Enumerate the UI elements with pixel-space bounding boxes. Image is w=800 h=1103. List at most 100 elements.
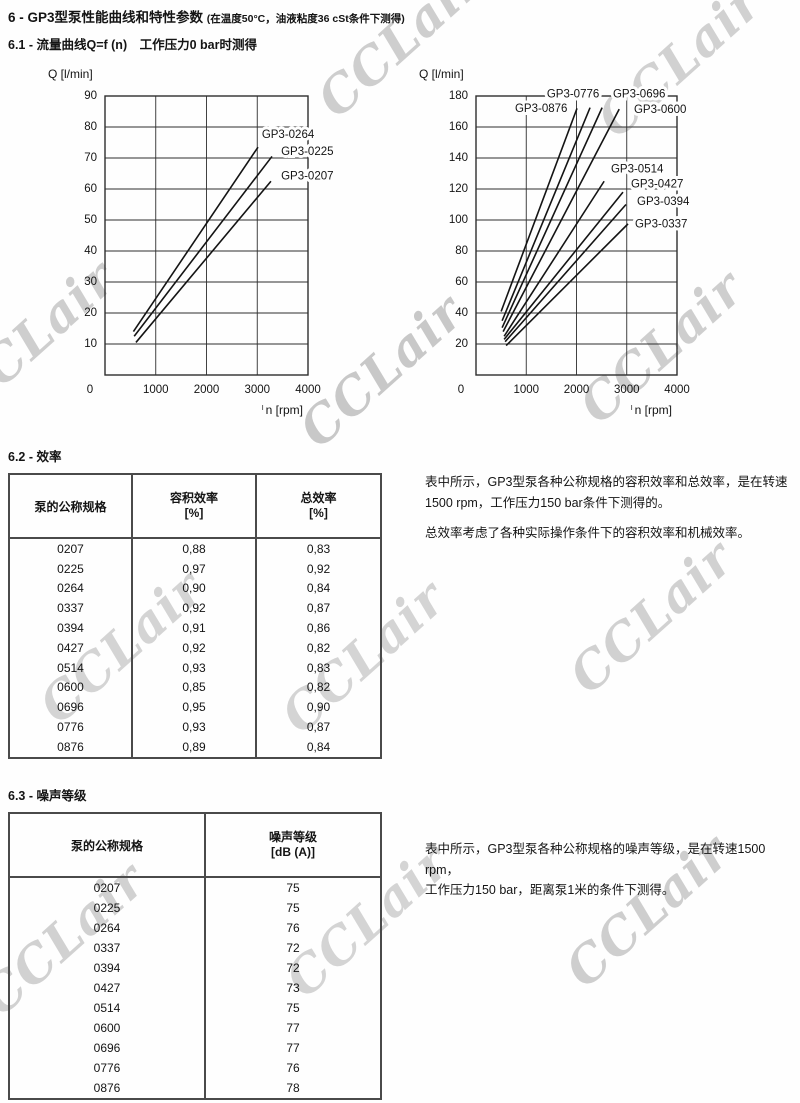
watermark: CCLair <box>557 528 745 705</box>
y-tick-label: 140 <box>449 152 468 164</box>
table-cell: 0,83 <box>255 657 381 678</box>
table-row: 0264 0,90 0,84 <box>9 578 381 599</box>
table-cell: 0876 <box>93 1081 121 1095</box>
table-cell: 0394 <box>93 961 121 975</box>
table-cell: 0207 <box>57 541 84 556</box>
table-cell: 73 <box>204 978 381 998</box>
table-row: 0514 0,93 0,83 <box>9 657 381 678</box>
table-cell: 0264 <box>93 921 121 935</box>
table-cell: 75 <box>204 998 381 1018</box>
table-cell: 0776 <box>93 1061 121 1075</box>
series-line-GP3-0514 <box>503 180 605 337</box>
section-6-1-heading: 6.1 - 流量曲线Q=f (n) 工作压力0 bar时测得 <box>8 38 257 52</box>
table-cell: 0,93 <box>131 717 256 737</box>
series-label-GP3-0427: GP3-0427 <box>631 178 683 190</box>
y-tick-label: 20 <box>455 338 468 350</box>
y-tick-label: 30 <box>84 276 97 288</box>
column-header-pump-size: 泵的公称规格 <box>9 474 132 539</box>
series-label-GP3-0337: GP3-0337 <box>635 219 687 231</box>
x-tick-label: 4000 <box>664 384 690 396</box>
table-cell: 0,91 <box>131 618 256 638</box>
plot-border <box>475 95 678 376</box>
table-cell: 0225 <box>57 561 84 576</box>
series-label-GP3-0696: GP3-0696 <box>613 88 665 100</box>
noise-note-1: 表中所示，GP3型泵各种公称规格的噪声等级，是在转速1500 rpm， 工作压力… <box>425 842 766 897</box>
page-title-text: 6 - GP3型泵性能曲线和特性参数 <box>8 10 204 25</box>
noise-notes: 表中所示，GP3型泵各种公称规格的噪声等级，是在转速1500 rpm， 工作压力… <box>425 839 797 901</box>
table-cell: 75 <box>204 898 381 918</box>
efficiency-notes: 表中所示，GP3型泵各种公称规格的容积效率和总效率，是在转速 1500 rpm，… <box>425 472 797 544</box>
table-row: 0394 0,91 0,86 <box>9 618 381 638</box>
series-label-GP3-0225: GP3-0225 <box>281 146 333 158</box>
table-cell: 76 <box>204 1058 381 1078</box>
x-axis-title: I n [rpm] <box>262 403 303 417</box>
table-cell: 0,88 <box>131 538 256 559</box>
y-tick-label: 10 <box>84 338 97 350</box>
y-tick-label: 60 <box>455 276 468 288</box>
table-cell: 78 <box>204 1078 381 1099</box>
table-cell: 0,92 <box>131 598 256 619</box>
table-cell: 77 <box>204 1038 381 1058</box>
table-row: 0696 77 <box>9 1038 381 1058</box>
table-cell: 0,93 <box>131 657 256 678</box>
table-cell: 0,82 <box>255 637 381 658</box>
table-cell: 0,92 <box>131 637 256 658</box>
efficiency-table: 泵的公称规格 容积效率 [%] 总效率 [%] 0207 0,88 0,83 0225… <box>8 473 382 759</box>
y-tick-label: 20 <box>84 307 97 319</box>
flow-curve-chart-large-pumps: GP3-0876 GP3-0776 GP3-0696 GP3-0600 GP3-0514… <box>419 67 693 417</box>
y-tick-label: 80 <box>455 245 468 257</box>
table-row: 0600 0,85 0,82 <box>9 677 381 698</box>
table-row: 0427 0,92 0,82 <box>9 637 381 658</box>
y-axis-title: Q [l/min] <box>48 67 93 81</box>
table-cell: 0337 <box>93 941 121 955</box>
table-cell: 0,84 <box>255 578 381 599</box>
table-row: 0776 0,93 0,87 <box>9 717 381 737</box>
table-cell: 0776 <box>57 720 84 735</box>
table-cell: 0696 <box>93 1041 121 1055</box>
table-cell: 0,84 <box>255 736 381 758</box>
table-row: 0876 0,89 0,84 <box>9 736 381 758</box>
table-cell: 0264 <box>57 581 84 596</box>
table-cell: 0,90 <box>255 697 381 718</box>
table-cell: 0225 <box>93 901 121 915</box>
series-label-GP3-0207: GP3-0207 <box>281 171 333 183</box>
table-cell: 0,95 <box>131 697 256 718</box>
flow-curve-chart-small-pumps: GP3-0264 GP3-0225 GP3-0207 10 20 30 40 50 60 70 80… <box>48 67 337 417</box>
table-row: 0225 0,97 0,92 <box>9 558 381 579</box>
table-cell: 0,87 <box>255 598 381 619</box>
table-header-row: 泵的公称规格 噪声等级 [dB (A)] <box>9 813 381 878</box>
table-cell: 0600 <box>93 1021 121 1035</box>
table-header-row: 泵的公称规格 容积效率 [%] 总效率 [%] <box>9 474 381 539</box>
table-cell: 0427 <box>93 981 121 995</box>
x-tick-label: 0 <box>87 384 93 396</box>
table-cell: 0337 <box>57 601 84 616</box>
y-tick-label: 180 <box>449 90 468 102</box>
series-label-GP3-0876: GP3-0876 <box>515 103 567 115</box>
y-axis-title: Q [l/min] <box>419 67 464 81</box>
table-cell: 72 <box>204 958 381 978</box>
x-tick-label: 1000 <box>513 384 539 396</box>
table-cell: 76 <box>204 918 381 938</box>
series-label-GP3-0394: GP3-0394 <box>637 196 690 208</box>
table-cell: 0514 <box>57 660 84 675</box>
series-label-GP3-0600: GP3-0600 <box>634 104 686 116</box>
table-row: 0337 72 <box>9 938 381 958</box>
y-tick-label: 120 <box>449 183 468 195</box>
table-row: 0225 75 <box>9 898 381 918</box>
table-cell: 0,83 <box>255 538 381 559</box>
y-tick-label: 100 <box>449 214 468 226</box>
y-tick-label: 40 <box>455 307 468 319</box>
section-6-2-heading: 6.2 - 效率 <box>8 450 62 464</box>
x-tick-label: 4000 <box>295 384 321 396</box>
table-cell: 75 <box>204 877 381 898</box>
table-cell: 72 <box>204 938 381 958</box>
table-cell: 0,82 <box>255 677 381 698</box>
table-cell: 0696 <box>57 700 84 715</box>
series-line-GP3-0427 <box>503 191 624 340</box>
table-cell: 0,89 <box>131 736 256 758</box>
table-cell: 0,92 <box>255 558 381 579</box>
table-cell: 0427 <box>57 640 84 655</box>
x-tick-label: 3000 <box>614 384 640 396</box>
table-row: 0600 77 <box>9 1018 381 1038</box>
table-cell: 0,85 <box>131 677 256 698</box>
